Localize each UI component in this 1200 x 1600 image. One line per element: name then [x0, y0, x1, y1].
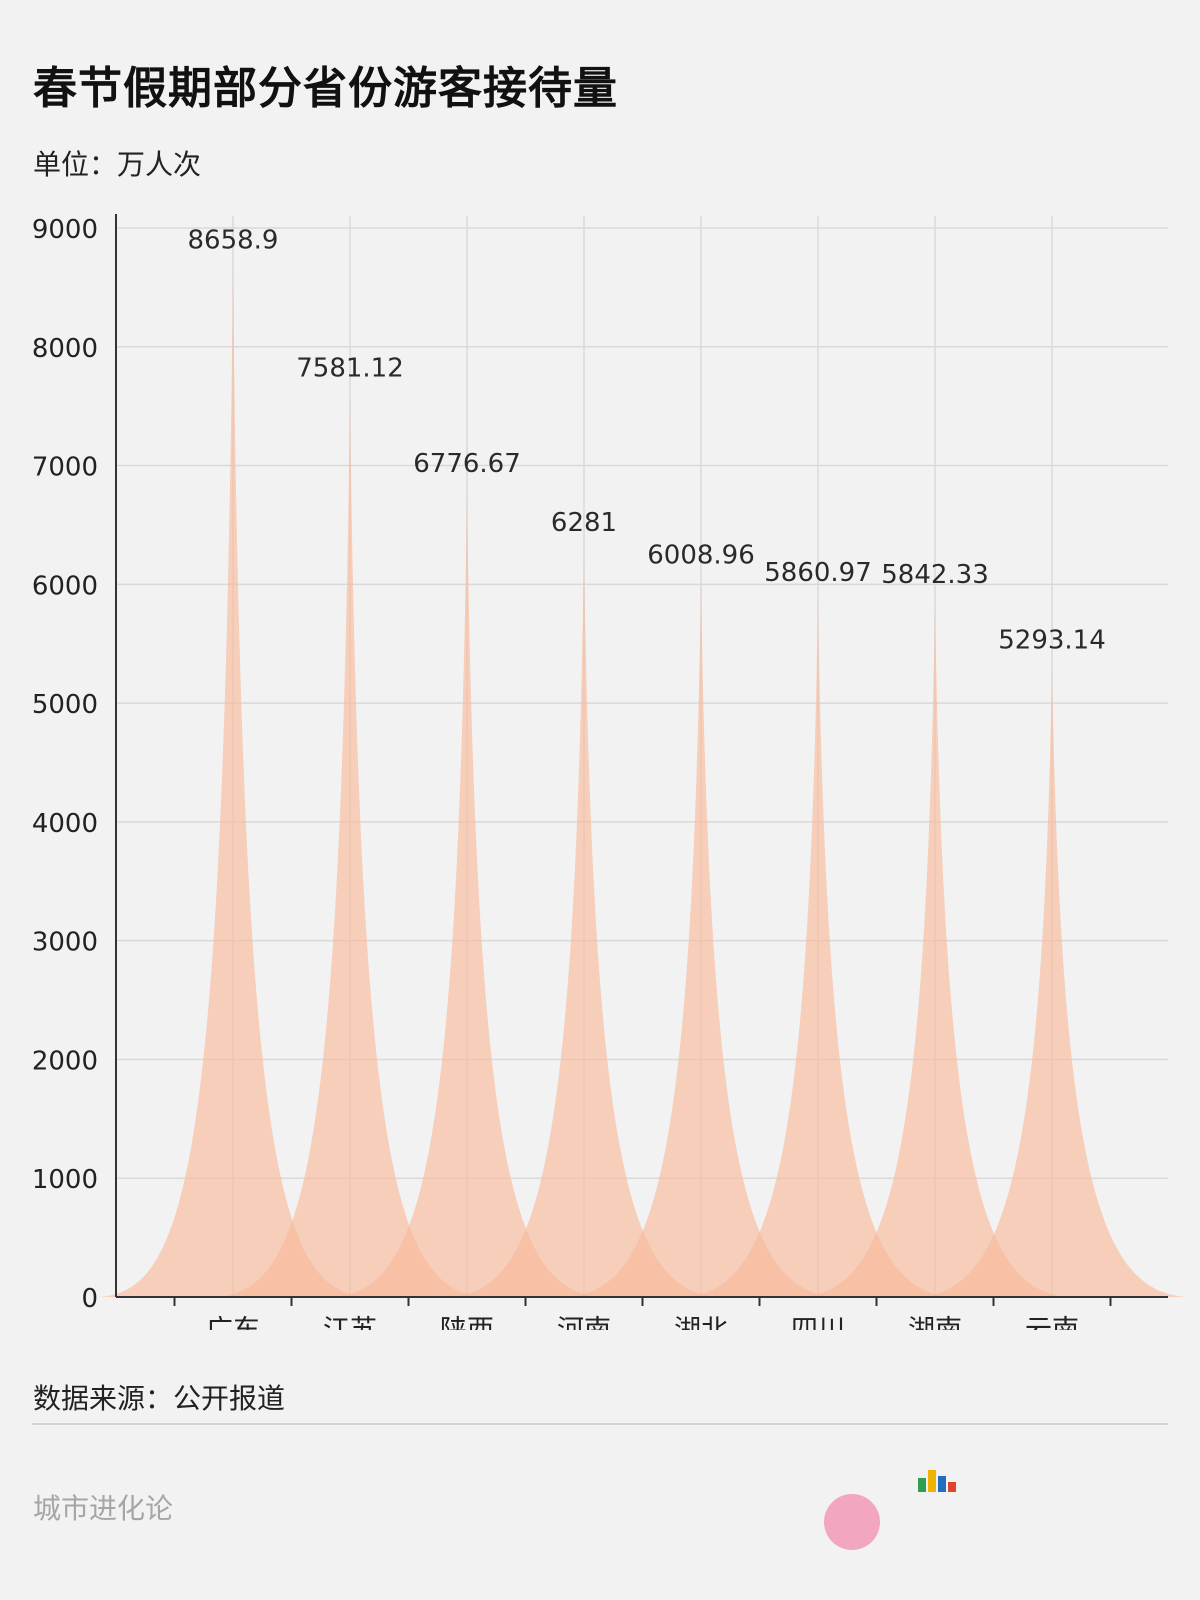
peak-江苏: [215, 396, 485, 1297]
peak-四川: [683, 600, 953, 1297]
logo-bars-icon: [918, 1470, 958, 1492]
data-label: 6776.67: [413, 449, 521, 479]
y-tick-label: 3000: [32, 928, 98, 958]
data-label: 8658.9: [188, 226, 279, 256]
unit-label: 单位：万人次: [33, 148, 202, 181]
x-tick-label: 江苏: [323, 1315, 377, 1330]
peak-湖南: [800, 603, 1070, 1297]
chart-title: 春节假期部分省份游客接待量: [33, 63, 618, 114]
y-tick-label: 0: [81, 1284, 98, 1314]
data-label: 6008.96: [647, 540, 755, 570]
x-tick-label: 湖南: [908, 1315, 962, 1330]
y-tick-label: 2000: [32, 1046, 98, 1076]
footer-brand-name: 城市进化论: [33, 1492, 174, 1525]
data-label: 6281: [551, 508, 617, 538]
brand-logo: [810, 1448, 1170, 1558]
x-tick-label: 河南: [557, 1315, 611, 1330]
x-tick-label: 云南: [1025, 1315, 1079, 1330]
data-label: 5842.33: [881, 560, 989, 590]
peak-湖北: [566, 583, 836, 1297]
data-label: 5293.14: [998, 625, 1106, 655]
x-tick-label: 湖北: [674, 1315, 728, 1330]
y-tick-label: 8000: [32, 334, 98, 364]
peak-chart: 0 1000 2000 3000 4000 5000 6000 7000 8000 9000 865…: [32, 214, 1187, 1330]
x-tick-label: 陕西: [440, 1315, 494, 1330]
y-tick-label: 7000: [32, 453, 98, 483]
y-tick-label: 5000: [32, 690, 98, 720]
footer-divider: [32, 1423, 1168, 1425]
peak-河南: [449, 550, 719, 1297]
peak-广东: [98, 268, 368, 1297]
y-tick-label: 6000: [32, 571, 98, 601]
source-label: 数据来源：公开报道: [33, 1382, 286, 1415]
peak-陕西: [332, 492, 602, 1298]
data-label: 5860.97: [764, 558, 872, 588]
logo-dot-icon: [824, 1494, 880, 1550]
y-tick-label: 1000: [32, 1165, 98, 1195]
y-tick-label: 9000: [32, 215, 98, 245]
data-label: 7581.12: [296, 354, 404, 384]
x-tick-label: 广东: [206, 1315, 260, 1330]
x-tick-label: 四川: [791, 1315, 845, 1330]
y-tick-label: 4000: [32, 809, 98, 839]
peak-云南: [917, 668, 1187, 1297]
